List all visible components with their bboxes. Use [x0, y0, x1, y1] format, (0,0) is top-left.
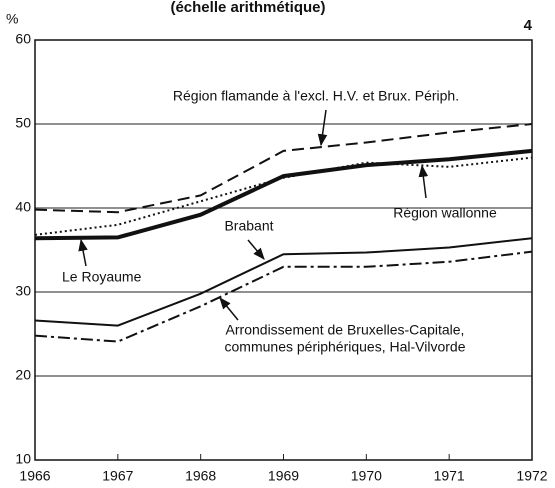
- y-tick-label: 10: [15, 451, 31, 467]
- chart-title: (échelle arithmétique): [170, 0, 325, 16]
- series-label: Région flamande à l'excl. H.V. et Brux. …: [173, 88, 459, 104]
- x-tick-label: 1970: [351, 468, 382, 484]
- y-tick-label: 20: [15, 367, 31, 383]
- series-label: Le Royaume: [62, 269, 142, 285]
- series-line: [34, 123, 533, 214]
- x-tick-label: 1972: [516, 468, 547, 484]
- series-line: [34, 250, 533, 343]
- y-tick-label: 30: [15, 283, 31, 299]
- x-tick-label: 1966: [19, 468, 50, 484]
- label-arrow: [418, 164, 429, 199]
- label-arrow: [219, 297, 239, 321]
- label-arrow: [247, 239, 265, 260]
- series-line: [34, 148, 533, 241]
- series-label: communes périphériques, Hal-Vilvorde: [225, 339, 466, 355]
- series-label: Région wallonne: [393, 205, 497, 221]
- y-tick-label: 40: [15, 199, 31, 215]
- y-unit: %: [6, 11, 18, 27]
- series-label: Brabant: [224, 218, 273, 234]
- page-number: 4: [524, 17, 533, 34]
- label-arrow: [78, 238, 88, 267]
- plot-frame: [34, 39, 533, 461]
- series-line: [34, 237, 533, 327]
- y-tick-label: 60: [15, 31, 31, 47]
- series-line: [34, 156, 533, 236]
- y-tick-label: 50: [15, 115, 31, 131]
- x-tick-label: 1967: [102, 468, 133, 484]
- label-arrow: [317, 109, 328, 147]
- x-tick-label: 1969: [268, 468, 299, 484]
- x-tick-label: 1968: [185, 468, 216, 484]
- x-tick-label: 1971: [434, 468, 465, 484]
- series-label: Arrondissement de Bruxelles-Capitale,: [226, 322, 465, 338]
